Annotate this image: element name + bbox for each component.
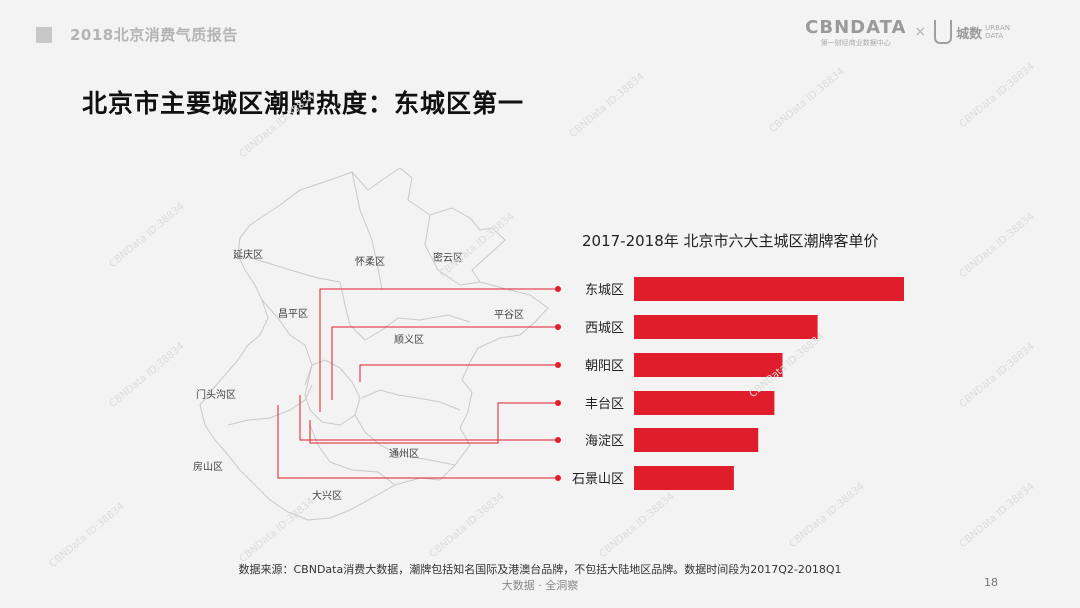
district-label: 昌平区 bbox=[278, 308, 308, 320]
district-label: 门头沟区 bbox=[196, 388, 236, 401]
district-label: 房山区 bbox=[193, 460, 223, 473]
bar-0 bbox=[634, 277, 904, 301]
urban-logo-en-line1: URBAN bbox=[985, 24, 1010, 32]
district-label: 大兴区 bbox=[312, 489, 342, 502]
district-label: 平谷区 bbox=[494, 309, 524, 321]
page-number: 18 bbox=[984, 576, 998, 589]
category-label: 石景山区 bbox=[572, 472, 624, 487]
connector-dot-1 bbox=[555, 324, 561, 330]
bar-4 bbox=[634, 428, 759, 452]
header-square-icon bbox=[36, 27, 52, 43]
urban-logo-en-line2: DATA bbox=[985, 32, 1004, 40]
page-title: 北京市主要城区潮牌热度：东城区第一 bbox=[82, 89, 525, 118]
urban-data-logo: 城数 URBAN DATA bbox=[934, 20, 1010, 44]
beijing-map-outline bbox=[199, 167, 549, 521]
data-source-note: 数据来源：CBNData消费大数据，潮牌包括知名国际及港澳台品牌，不包括大陆地区… bbox=[238, 563, 842, 576]
district-label: 延庆区 bbox=[233, 248, 263, 261]
connector-lines bbox=[277, 286, 561, 481]
brand-separator: × bbox=[914, 24, 927, 40]
connector-line-1 bbox=[331, 326, 558, 400]
urban-logo-en: URBAN DATA bbox=[985, 24, 1010, 40]
map-boundary-daxing-tongzhou bbox=[354, 414, 456, 466]
connector-dot-0 bbox=[555, 286, 561, 292]
chart-title: 2017-2018年 北京市六大主城区潮牌客单价 bbox=[582, 232, 879, 250]
cbndata-logo-text: CBNDATA bbox=[805, 17, 907, 38]
connector-dot-5 bbox=[555, 475, 561, 481]
category-label: 西城区 bbox=[585, 321, 624, 336]
bar-3 bbox=[634, 391, 775, 415]
cbndata-logo-subtitle: 第一财经商业数据中心 bbox=[820, 39, 891, 47]
connector-line-5 bbox=[277, 405, 558, 479]
district-label: 怀柔区 bbox=[355, 256, 385, 268]
bar-1 bbox=[634, 315, 818, 339]
map-boundary-yanqing-changping bbox=[237, 254, 341, 283]
category-label: 丰台区 bbox=[585, 397, 624, 412]
urban-u-icon bbox=[934, 20, 953, 44]
map-boundary-fangshan bbox=[227, 384, 313, 426]
connector-dot-3 bbox=[555, 400, 561, 406]
map-outer-boundary bbox=[199, 167, 549, 521]
district-label: 顺义区 bbox=[394, 334, 424, 346]
connector-line-0 bbox=[319, 288, 558, 412]
bar-2 bbox=[634, 353, 783, 377]
footer-slogan: 大数据 · 全洞察 bbox=[501, 579, 579, 592]
map-boundary-miyun-pinggu bbox=[424, 214, 481, 286]
map-boundary-tongzhou bbox=[361, 389, 461, 411]
bars bbox=[634, 277, 904, 490]
connector-line-3 bbox=[309, 402, 558, 444]
brand-logos: CBNDATA 第一财经商业数据中心 × 城数 URBAN DATA bbox=[805, 18, 1010, 54]
report-title: 2018北京消费气质报告 bbox=[70, 26, 238, 44]
map-boundary-huairou-miyun bbox=[351, 171, 383, 291]
district-label: 通州区 bbox=[389, 448, 419, 460]
connector-line-2 bbox=[359, 364, 558, 382]
connector-dot-2 bbox=[555, 362, 561, 368]
category-label: 朝阳区 bbox=[585, 359, 624, 374]
category-label: 东城区 bbox=[585, 283, 624, 298]
bar-5 bbox=[634, 466, 734, 490]
district-label: 密云区 bbox=[433, 251, 463, 264]
map-boundary-changping-shunyi bbox=[339, 281, 471, 341]
connector-line-4 bbox=[299, 395, 558, 441]
cbndata-logo: CBNDATA 第一财经商业数据中心 bbox=[805, 18, 906, 48]
connector-dot-4 bbox=[555, 437, 561, 443]
map-boundary-daxing bbox=[309, 424, 396, 486]
urban-logo-cn: 城数 bbox=[956, 26, 983, 42]
category-label: 海淀区 bbox=[585, 434, 624, 449]
